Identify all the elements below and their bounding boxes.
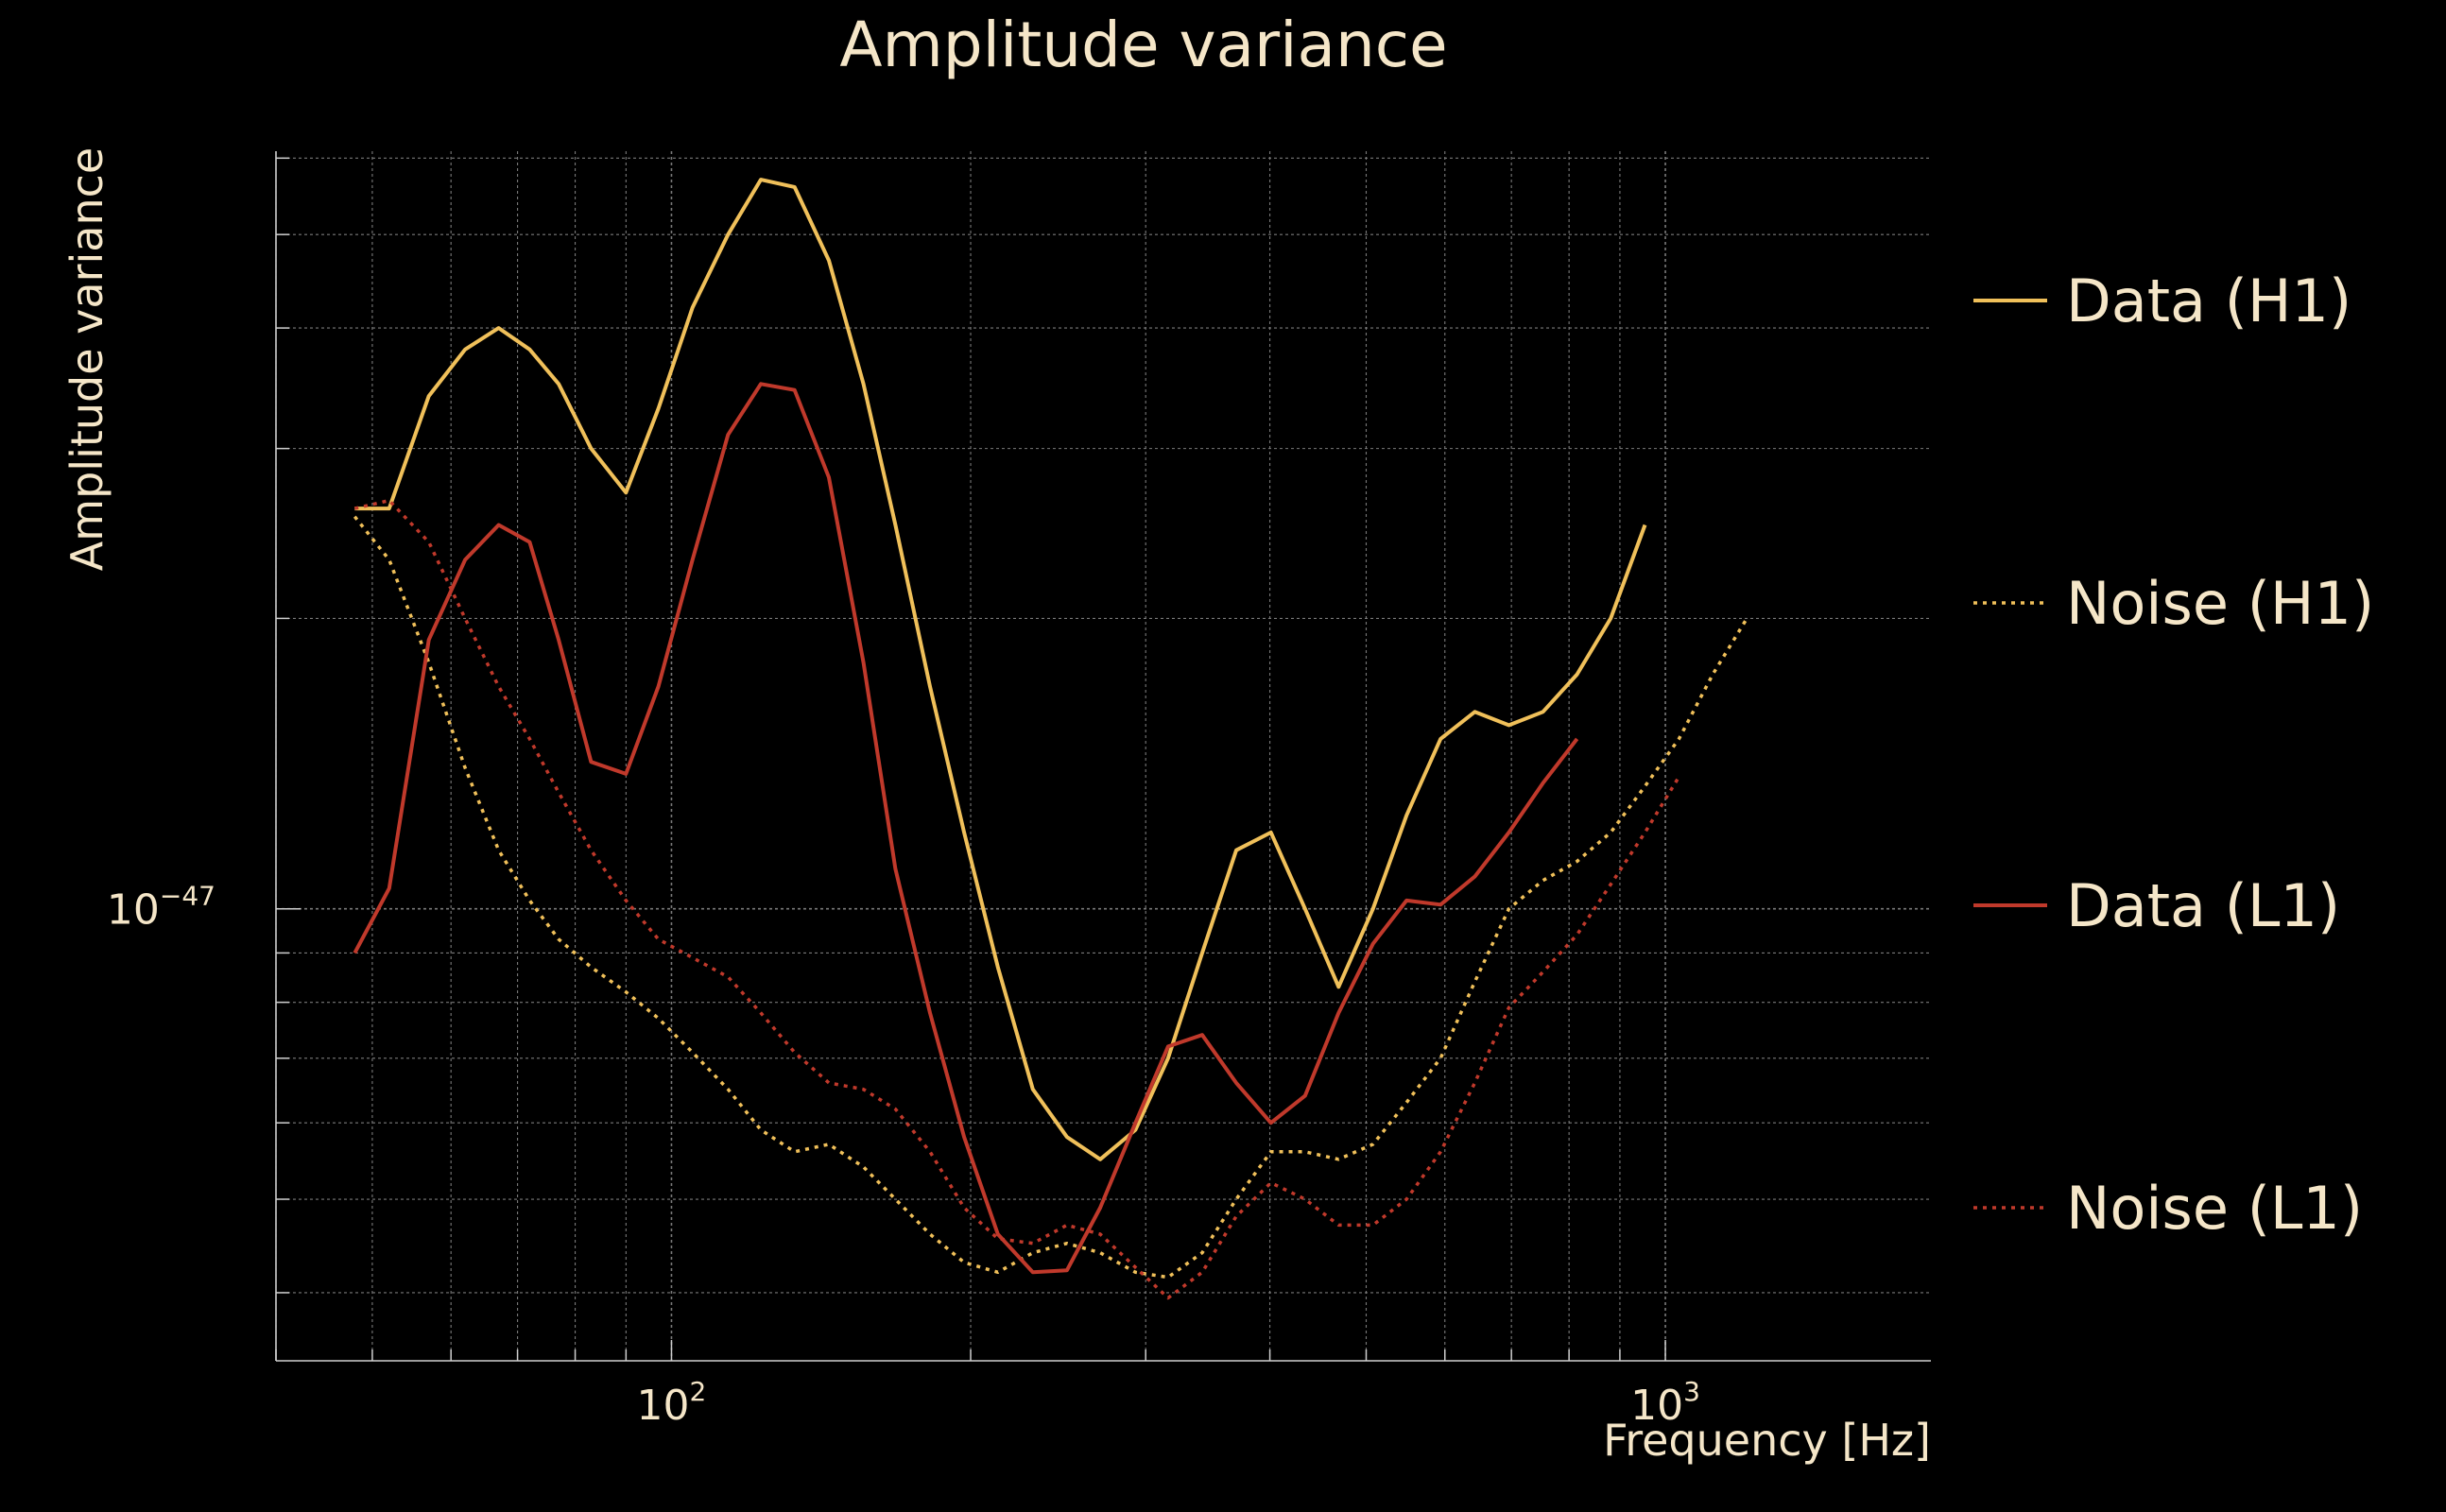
legend-label: Noise (H1) (2066, 569, 2374, 638)
grid (275, 151, 1931, 1361)
axes (275, 151, 1931, 1362)
series-line-data-l1 (353, 382, 1579, 1275)
x-axis-label: Frequency [Hz] (1603, 1415, 1931, 1466)
x-tick-label: 103 (1630, 1376, 1700, 1430)
series-line-noise-h1 (353, 515, 1748, 1280)
y-axis-label: Amplitude variance (61, 147, 112, 571)
x-tick-label: 102 (637, 1376, 707, 1430)
series-line-noise-l1 (353, 498, 1680, 1300)
legend-label: Noise (L1) (2066, 1174, 2363, 1243)
series-lines (353, 178, 1748, 1300)
legend-label: Data (L1) (2066, 871, 2340, 940)
series-line-data-h1 (354, 178, 1647, 1161)
y-tick-label: 10−47 (107, 881, 215, 935)
tick-labels: 102 103 10−47 (107, 881, 1700, 1430)
chart-title: Amplitude variance (839, 9, 1447, 81)
legend-label: Data (H1) (2066, 266, 2351, 335)
legend: Data (H1) Noise (H1) Data (L1) Noise (L1) (1973, 266, 2374, 1243)
